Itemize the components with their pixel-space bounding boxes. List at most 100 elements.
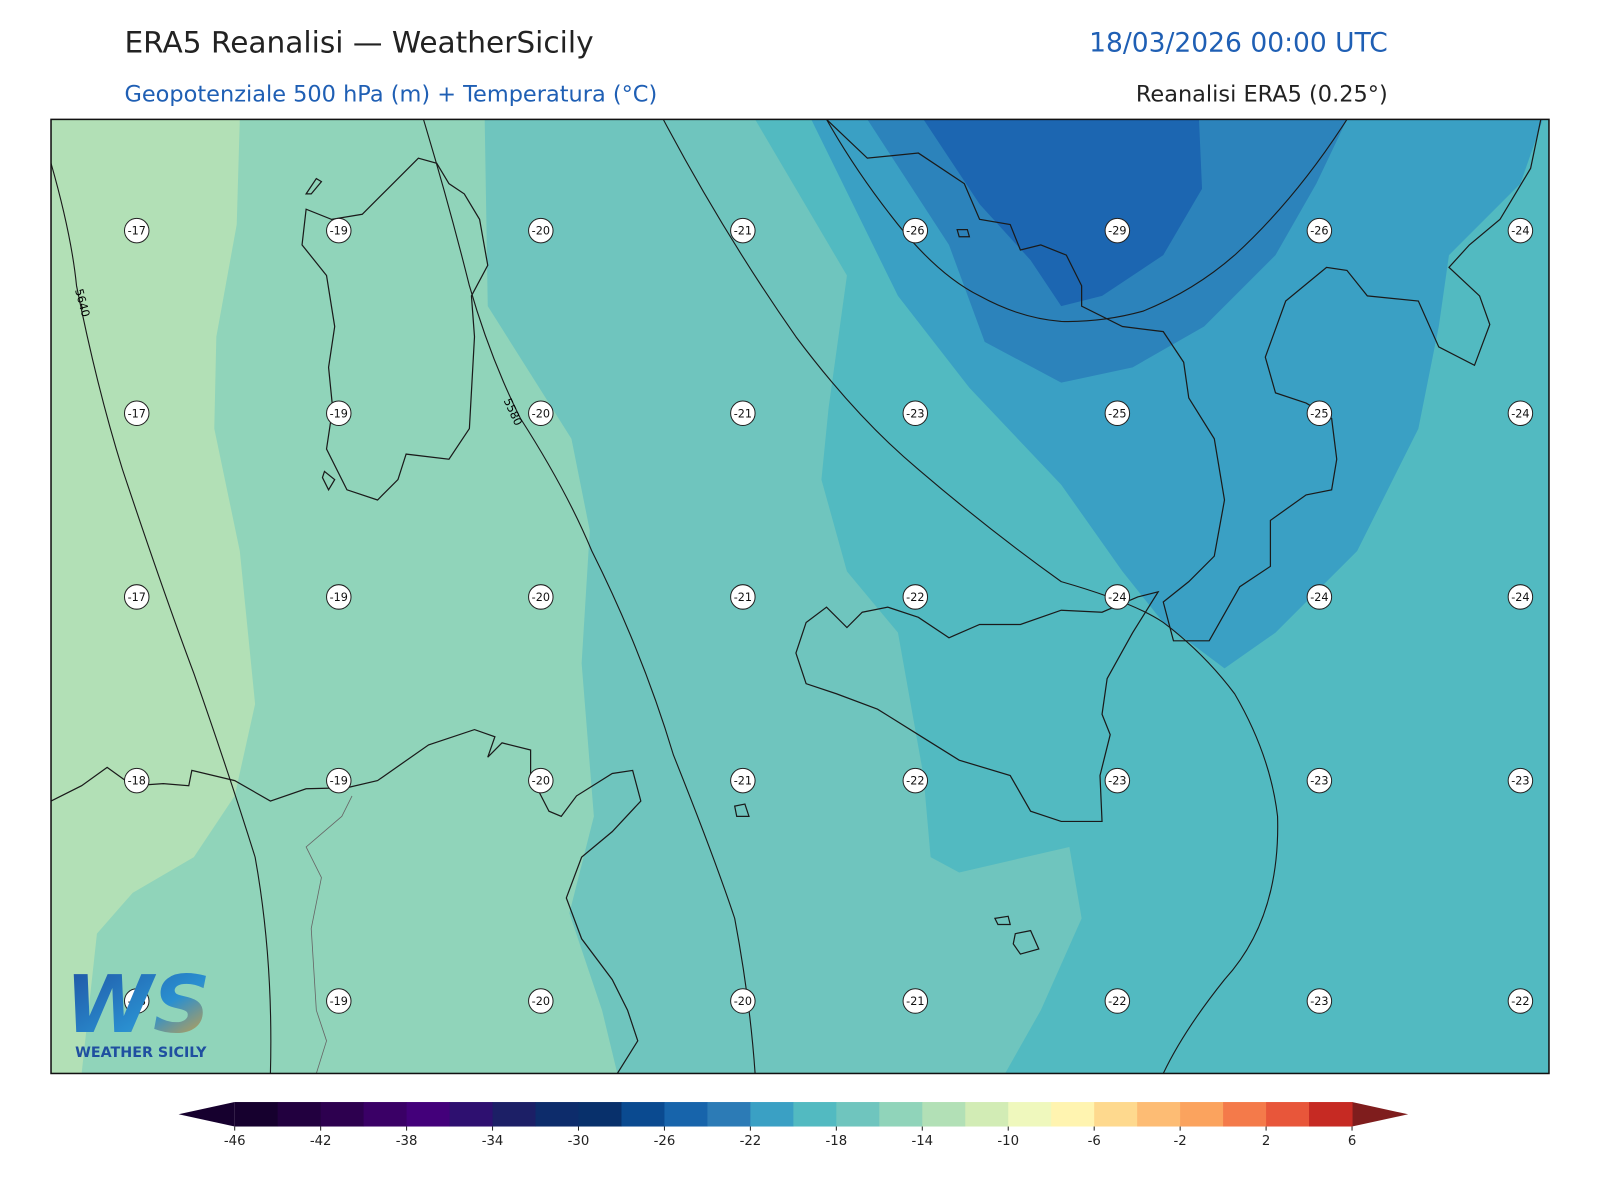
logo-name: WEATHER SICILY: [75, 1045, 207, 1061]
colorbar-segment: [793, 1102, 837, 1127]
station-value: -29: [1108, 225, 1126, 238]
station-marker: [1507, 988, 1534, 1014]
source: Reanalisi ERA5 (0.25°): [1136, 81, 1388, 107]
colorbar-tick-label: -26: [654, 1134, 676, 1149]
station-value: -20: [532, 591, 550, 604]
station-value: -21: [906, 995, 924, 1008]
colorbar-segment: [922, 1102, 966, 1127]
colorbar-segment: [363, 1102, 408, 1127]
station-marker: [123, 988, 150, 1014]
station-marker: [730, 988, 756, 1014]
station-marker: [730, 400, 756, 427]
station-value: -23: [1511, 775, 1529, 788]
station-marker: [902, 217, 929, 244]
station-marker: [528, 767, 554, 794]
station-value: -20: [532, 995, 550, 1008]
station-value: -22: [906, 775, 924, 788]
station-marker: [123, 584, 150, 610]
station-value: -18: [128, 775, 146, 788]
station-marker: [1507, 767, 1534, 794]
colorbar-segment: [234, 1102, 279, 1127]
station-marker: [326, 217, 352, 244]
field: [923, 119, 1203, 307]
station-value: -24: [1511, 407, 1529, 420]
station-value: -25: [1108, 407, 1126, 420]
colorbar-tick-label: -6: [1088, 1134, 1101, 1149]
colorbar-segment: [406, 1102, 451, 1127]
colorbar-segment: [879, 1102, 923, 1127]
map-frame: [50, 118, 1550, 1075]
station-value: -22: [1511, 995, 1529, 1008]
station-value: -17: [128, 591, 146, 604]
station-marker: [1306, 988, 1333, 1014]
colorbar-segment: [1137, 1102, 1181, 1127]
station-value: -24: [1511, 225, 1529, 238]
station-marker: [902, 988, 929, 1014]
station-value: -23: [906, 407, 924, 420]
colorbar-tick-label: -34: [482, 1134, 504, 1149]
coastline: [301, 157, 489, 501]
colorbar-tick-label: -42: [310, 1134, 332, 1149]
colorbar-tick-label: 6: [1348, 1134, 1356, 1149]
colorbar-tick-label: -22: [740, 1134, 762, 1149]
station-value: -24: [1108, 591, 1126, 604]
colorbar-tick-label: -14: [911, 1134, 933, 1149]
colorbar-segment: [1051, 1102, 1095, 1127]
station-marker: [1306, 400, 1333, 427]
colorbar-segment: [492, 1102, 537, 1127]
colorbar-segment: [449, 1102, 494, 1127]
station-marker: [1306, 584, 1333, 610]
colorbar-segment: [965, 1102, 1009, 1127]
colorbar-extend: [178, 1102, 235, 1127]
station-marker: [1104, 767, 1131, 794]
colorbar-segment: [320, 1102, 365, 1127]
colorbar-segment: [1266, 1102, 1310, 1127]
colorbar-segment: [578, 1102, 622, 1127]
station-marker: [902, 584, 929, 610]
coastline: [51, 728, 642, 1074]
colorbar-segment: [621, 1102, 665, 1127]
station-marker: [902, 400, 929, 427]
station-value: -21: [734, 591, 752, 604]
map-area: 5640 5580 -17 -19 -20 -21 -26 -29 -26 -24-17 -19…: [51, 119, 1549, 1074]
station-marker: [528, 217, 554, 244]
station-value: -23: [1108, 775, 1126, 788]
station-layer: -17 -19 -20 -21 -26 -29 -26 -24 -17 -19 -20 -21 -23 -…: [123, 217, 1534, 1014]
station-marker: [1306, 217, 1333, 244]
station-marker: [902, 767, 929, 794]
colorbar-segment: [836, 1102, 880, 1127]
station-value: -25: [1310, 407, 1328, 420]
colorbar-tick-label: -46: [224, 1134, 246, 1149]
colorbar-segment: [1309, 1102, 1353, 1127]
colorbar-tick-label: -30: [568, 1134, 590, 1149]
datetime: 18/03/2026 00:00 UTC: [1089, 27, 1388, 58]
colorbar-extend: [1352, 1102, 1409, 1127]
station-marker: [528, 584, 554, 610]
coastline: [826, 119, 1542, 642]
station-marker: [123, 767, 150, 794]
contour-line: [662, 119, 1279, 1074]
station-value: -23: [1310, 775, 1328, 788]
coastline: [304, 177, 336, 492]
colorbar-segment: [1223, 1102, 1267, 1127]
coastline: [733, 228, 1040, 955]
station-value: -21: [734, 407, 752, 420]
logo-mark: WS: [65, 958, 210, 1051]
station-value: -21: [734, 225, 752, 238]
station-value: -19: [330, 225, 348, 238]
station-value: -22: [906, 591, 924, 604]
station-marker: [326, 988, 352, 1014]
logo: WS WEATHER SICILY: [65, 958, 210, 1061]
station-marker: [528, 400, 554, 427]
station-value: -19: [330, 995, 348, 1008]
colorbar-tick-label: -10: [997, 1134, 1019, 1149]
station-value: -19: [330, 591, 348, 604]
station-marker: [326, 584, 352, 610]
station-value: -22: [1108, 995, 1126, 1008]
colorbar-tick-label: -2: [1174, 1134, 1187, 1149]
station-value: -17: [128, 225, 146, 238]
colorbar: -46 -42 -38 -34 -30 -26 -22 -18 -14 -10 -6 -2 2 6: [178, 1102, 1409, 1149]
station-marker: [730, 217, 756, 244]
colorbar-segment: [1094, 1102, 1138, 1127]
